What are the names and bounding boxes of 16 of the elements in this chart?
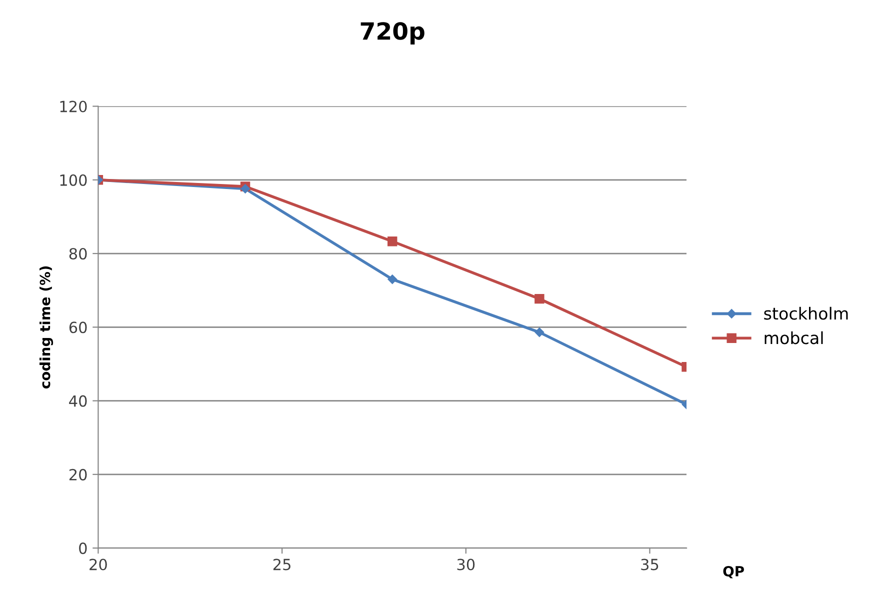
chart-title: 720p [360,22,424,45]
x-tick-label: 20 [90,558,107,570]
legend-label: mobcal [764,331,823,344]
x-tick-label: 35 [641,558,658,570]
y-tick-label: 0 [79,542,87,554]
legend-label: stockholm [764,306,848,320]
y-axis-title: coding time (%) [40,266,54,388]
x-tick-label: 30 [457,558,475,570]
y-tick-label: 80 [69,248,87,260]
x-axis-title: QP [723,566,744,578]
y-tick-label: 40 [69,395,87,407]
y-tick-label: 60 [69,322,87,334]
y-tick-label: 100 [60,174,87,186]
y-tick-label: 20 [69,468,87,480]
x-tick-label: 25 [273,558,290,570]
y-tick-label: 120 [60,100,87,112]
